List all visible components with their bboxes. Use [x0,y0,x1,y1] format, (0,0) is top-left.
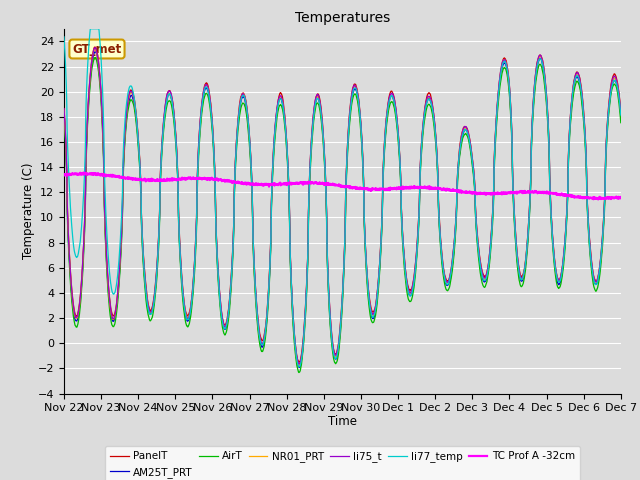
li77_temp [584,207,591,213]
li77_temp [371,310,379,315]
li77_temp [60,34,68,40]
li75_t [584,205,591,211]
Line: NR01_PRT: NR01_PRT [64,49,621,365]
AM25T_PRT [296,365,303,371]
AirT [60,116,68,121]
li75_t [295,361,303,367]
PanelT [568,93,576,98]
AirT [584,213,591,218]
NR01_PRT [584,207,591,213]
Title: Temperatures: Temperatures [295,11,390,25]
AirT [91,55,99,60]
PanelT [296,360,303,365]
PanelT [371,306,379,312]
li75_t [371,306,379,312]
li75_t [505,75,513,81]
PanelT [505,74,513,80]
Line: AirT: AirT [64,58,621,372]
AM25T_PRT [371,311,379,317]
TC Prof A -32cm [359,186,367,192]
NR01_PRT [568,95,576,100]
TC Prof A -32cm [60,172,68,178]
PanelT [91,44,99,50]
li75_t [568,94,576,99]
PanelT [617,108,625,114]
Line: li75_t: li75_t [64,48,621,364]
NR01_PRT [295,362,303,368]
TC Prof A -32cm [504,190,512,195]
li75_t [359,158,367,164]
AM25T_PRT [568,98,576,104]
AM25T_PRT [617,113,625,119]
NR01_PRT [371,308,379,313]
TC Prof A -32cm [584,195,591,201]
li77_temp [505,76,513,82]
TC Prof A -32cm [79,170,87,176]
li75_t [60,106,68,111]
NR01_PRT [60,108,68,113]
TC Prof A -32cm [371,186,379,192]
AM25T_PRT [60,109,68,115]
li77_temp [359,160,367,166]
PanelT [359,157,367,163]
Y-axis label: Temperature (C): Temperature (C) [22,163,35,260]
PanelT [216,288,223,294]
Text: GT_met: GT_met [72,43,122,56]
NR01_PRT [617,110,625,116]
AM25T_PRT [359,161,367,167]
Line: li77_temp: li77_temp [64,29,621,367]
li77_temp [216,292,223,298]
PanelT [584,204,591,210]
TC Prof A -32cm [617,195,625,201]
li77_temp [296,364,303,370]
NR01_PRT [359,159,367,165]
li77_temp [86,26,94,32]
AirT [216,297,223,303]
PanelT [60,106,68,111]
AirT [359,166,367,172]
li75_t [92,45,99,50]
NR01_PRT [505,76,513,82]
AM25T_PRT [505,80,513,85]
Line: TC Prof A -32cm: TC Prof A -32cm [64,173,621,199]
AirT [371,314,379,320]
TC Prof A -32cm [595,196,602,202]
AirT [295,370,303,375]
AirT [568,103,576,109]
AM25T_PRT [92,49,99,55]
Line: PanelT: PanelT [64,47,621,362]
NR01_PRT [216,290,223,296]
li75_t [617,110,625,116]
li77_temp [568,96,576,102]
Line: AM25T_PRT: AM25T_PRT [64,52,621,368]
TC Prof A -32cm [216,177,223,183]
AM25T_PRT [584,208,591,214]
AM25T_PRT [216,292,223,298]
AirT [617,120,625,126]
NR01_PRT [91,46,99,52]
TC Prof A -32cm [568,193,575,199]
X-axis label: Time: Time [328,415,357,428]
li75_t [216,288,223,294]
li77_temp [617,112,625,118]
Legend: PanelT, AM25T_PRT, AirT, NR01_PRT, li75_t, li77_temp, TC Prof A -32cm: PanelT, AM25T_PRT, AirT, NR01_PRT, li75_… [105,446,580,480]
AirT [505,84,513,89]
